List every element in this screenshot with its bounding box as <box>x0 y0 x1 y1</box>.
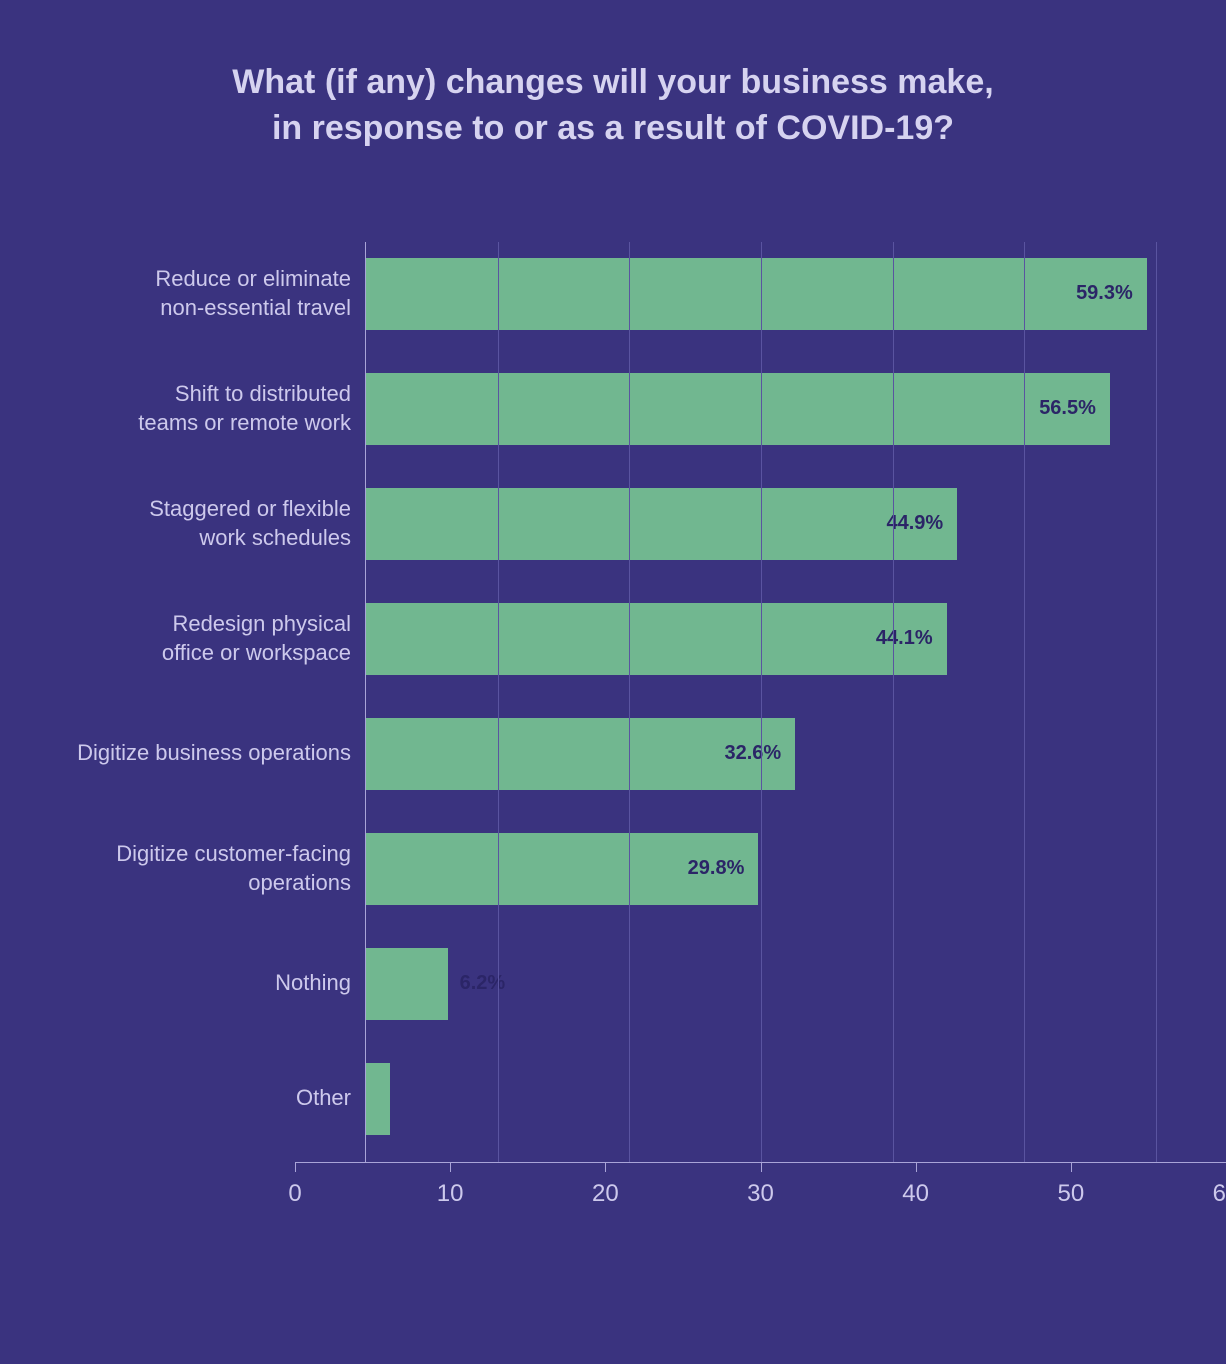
x-tick-label: 60 <box>1213 1180 1226 1208</box>
x-tick-label: 30 <box>747 1180 774 1208</box>
chart-body: Reduce or eliminatenon-essential travel S… <box>70 242 1156 1162</box>
bar: 44.9% <box>366 488 957 560</box>
x-tick-label: 50 <box>1057 1180 1084 1208</box>
plot-area: 59.3% 56.5% 44.9% 44.1% 32.6% 29.8% 6.2% <box>365 242 1156 1162</box>
x-tick-mark <box>1071 1162 1072 1172</box>
y-label-line1: Digitize customer-facing <box>116 840 351 869</box>
bar-value-label: 59.3% <box>1076 282 1133 305</box>
x-axis: 0102030405060 <box>295 1162 1226 1212</box>
y-label-line2: non-essential travel <box>160 294 351 323</box>
bar-value-label: 44.1% <box>876 627 933 650</box>
y-axis-label: Staggered or flexiblework schedules <box>71 488 351 560</box>
chart-title-line2: in response to or as a result of COVID-1… <box>272 109 954 147</box>
y-label-line1: Redesign physical <box>172 610 351 639</box>
y-label-line1: Staggered or flexible <box>149 495 351 524</box>
bar-value-label: 44.9% <box>886 512 943 535</box>
chart-title-line1: What (if any) changes will your business… <box>232 63 993 101</box>
y-label-line1: Shift to distributed <box>175 380 351 409</box>
bar: 29.8% <box>366 833 758 905</box>
x-tick-mark <box>916 1162 917 1172</box>
y-axis-label: Shift to distributedteams or remote work <box>71 373 351 445</box>
bar-value-label: 56.5% <box>1039 397 1096 420</box>
bar-value-label: 32.6% <box>725 742 782 765</box>
y-axis-labels: Reduce or eliminatenon-essential travel S… <box>70 242 365 1162</box>
y-label-line2: operations <box>248 869 351 898</box>
chart-container: What (if any) changes will your business… <box>0 0 1226 1364</box>
bar: 6.2% <box>366 948 448 1020</box>
y-label-line1: Reduce or eliminate <box>155 265 351 294</box>
y-label-line1: Other <box>296 1084 351 1113</box>
x-tick-mark <box>450 1162 451 1172</box>
x-tick-label: 40 <box>902 1180 929 1208</box>
y-label-line1: Digitize business operations <box>77 739 351 768</box>
bar-value-label: 29.8% <box>688 857 745 880</box>
chart-title: What (if any) changes will your business… <box>70 60 1156 152</box>
x-tick-label: 10 <box>437 1180 464 1208</box>
gridline <box>629 242 630 1162</box>
y-axis-label: Nothing <box>71 948 351 1020</box>
x-tick-label: 0 <box>288 1180 301 1208</box>
bar: 44.1% <box>366 603 947 675</box>
gridline <box>761 242 762 1162</box>
y-axis-label: Other <box>71 1063 351 1135</box>
bar <box>366 1063 390 1135</box>
y-label-line2: office or workspace <box>162 639 351 668</box>
y-label-line1: Nothing <box>275 969 351 998</box>
x-tick-mark <box>605 1162 606 1172</box>
bar: 56.5% <box>366 373 1110 445</box>
gridline <box>498 242 499 1162</box>
y-axis-label: Reduce or eliminatenon-essential travel <box>71 258 351 330</box>
gridline <box>1156 242 1157 1162</box>
y-label-line2: work schedules <box>199 524 351 553</box>
y-axis-label: Digitize customer-facingoperations <box>71 833 351 905</box>
bar-value-label: 6.2% <box>448 972 506 995</box>
y-label-line2: teams or remote work <box>138 409 351 438</box>
x-tick-mark <box>295 1162 296 1172</box>
gridline <box>1024 242 1025 1162</box>
bar: 32.6% <box>366 718 795 790</box>
bar: 59.3% <box>366 258 1147 330</box>
y-axis-label: Redesign physicaloffice or workspace <box>71 603 351 675</box>
gridline <box>893 242 894 1162</box>
y-axis-label: Digitize business operations <box>71 718 351 790</box>
x-tick-label: 20 <box>592 1180 619 1208</box>
x-tick-mark <box>761 1162 762 1172</box>
